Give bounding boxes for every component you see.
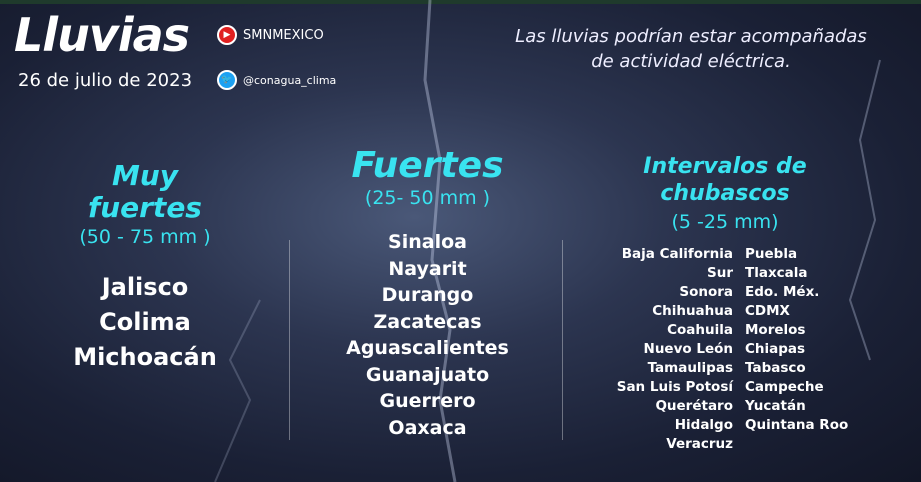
state: Tabasco bbox=[745, 360, 806, 376]
twitter-icon: 🐦 bbox=[217, 70, 237, 90]
state: Chiapas bbox=[745, 341, 806, 357]
section-title: Intervalos de bbox=[643, 154, 807, 179]
muy-fuertes-section: Muy fuertes (50 - 75 mm ) Jalisco Colima… bbox=[40, 160, 250, 375]
section-range: (5 -25 mm) bbox=[671, 211, 779, 233]
state: Quintana Roo bbox=[745, 417, 849, 433]
section-title: chubascos bbox=[660, 181, 790, 206]
state: Zacatecas bbox=[373, 310, 482, 333]
note-line: de actividad eléctrica. bbox=[591, 51, 791, 72]
state: Campeche bbox=[745, 379, 824, 395]
state: Guerrero bbox=[379, 390, 476, 412]
state: Puebla bbox=[745, 246, 798, 262]
state: Sinaloa bbox=[388, 231, 467, 253]
state: Nuevo León bbox=[643, 341, 733, 357]
twitter-label: @conagua_clima bbox=[243, 73, 337, 87]
section-range: (25- 50 mm ) bbox=[364, 187, 491, 209]
section-range: (50 - 75 mm ) bbox=[79, 226, 211, 248]
youtube-icon: ▶ bbox=[217, 25, 237, 45]
twitter-handle: 🐦 @conagua_clima bbox=[217, 70, 336, 90]
state: Coahuila bbox=[667, 322, 733, 338]
state: Nayarit bbox=[388, 257, 467, 280]
date: 26 de julio de 2023 bbox=[18, 70, 193, 91]
section-title: fuertes bbox=[88, 191, 202, 224]
state: Michoacán bbox=[73, 343, 217, 371]
state: CDMX bbox=[745, 303, 790, 319]
state: Colima bbox=[99, 308, 191, 336]
state: Guanajuato bbox=[365, 363, 490, 386]
state: Oaxaca bbox=[388, 416, 467, 439]
state: Morelos bbox=[745, 322, 806, 338]
state: Aguascalientes bbox=[346, 337, 509, 359]
state: San Luis Potosí bbox=[616, 379, 733, 395]
state: Chihuahua bbox=[652, 303, 733, 319]
state: Durango bbox=[381, 284, 474, 306]
section-title: Muy bbox=[111, 159, 179, 192]
state: Edo. Méx. bbox=[745, 284, 820, 300]
divider bbox=[289, 240, 290, 440]
state: Yucatán bbox=[745, 398, 806, 414]
state: Hidalgo bbox=[674, 417, 733, 433]
page-title: Lluvias bbox=[14, 8, 190, 62]
state: Jalisco bbox=[101, 273, 189, 301]
state: Baja California Sur bbox=[621, 246, 733, 281]
top-bar bbox=[0, 0, 921, 4]
note: Las lluvias podrían estar acompañadas de … bbox=[481, 24, 901, 74]
state: Querétaro bbox=[655, 398, 733, 414]
section-title: Fuertes bbox=[351, 145, 504, 186]
state: Sonora bbox=[679, 284, 733, 300]
intervalos-section: Intervalos de chubascos (5 -25 mm) Baja … bbox=[600, 153, 850, 454]
state: Veracruz bbox=[666, 436, 733, 452]
youtube-label: SMNMEXICO bbox=[243, 27, 324, 43]
state: Tamaulipas bbox=[647, 360, 733, 376]
youtube-handle: ▶ SMNMEXICO bbox=[217, 25, 324, 45]
note-line: Las lluvias podrían estar acompañadas bbox=[515, 26, 867, 47]
divider bbox=[562, 240, 563, 440]
fuertes-section: Fuertes (25- 50 mm ) Sinaloa Nayarit Dur… bbox=[320, 145, 535, 441]
state: Tlaxcala bbox=[745, 265, 808, 281]
